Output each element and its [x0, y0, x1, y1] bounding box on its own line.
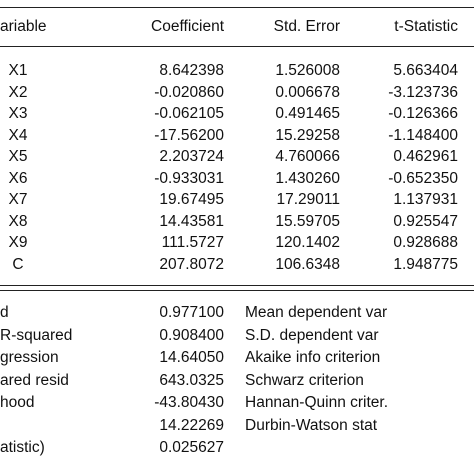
stat-label-right: Durbin-Watson stat	[245, 416, 378, 434]
std-error-value: 0.491465	[275, 105, 340, 122]
std-error-value: 120.1402	[275, 234, 340, 251]
stat-value: 0.908400	[159, 326, 224, 344]
stat-value: -43.80430	[154, 394, 224, 411]
stat-value: 0.977100	[159, 304, 224, 321]
t-statistic-value: 0.928688	[393, 234, 458, 251]
variable-name: X4	[8, 126, 28, 144]
t-statistic-value: -0.652350	[388, 169, 458, 187]
coefficient-value: 8.642398	[159, 62, 224, 79]
stat-label-right: Mean dependent var	[245, 304, 388, 321]
t-statistic-value: 5.663404	[393, 62, 458, 79]
t-statistic-value: 0.925547	[393, 212, 458, 230]
std-error-value: 1.430260	[275, 169, 340, 187]
stat-value: 0.025627	[159, 439, 224, 456]
header-variable: ariable	[0, 18, 47, 35]
coefficient-value: 2.203724	[159, 148, 224, 165]
stat-label: hood	[0, 394, 35, 411]
t-statistic-value: -1.148400	[388, 126, 458, 144]
std-error-value: 1.526008	[275, 62, 340, 79]
stat-value: 14.22269	[159, 416, 224, 434]
std-error-value: 17.29011	[276, 191, 341, 208]
variable-name: X7	[8, 191, 28, 208]
stat-label: gression	[0, 349, 59, 366]
header-t-statistic: t-Statistic	[394, 18, 458, 35]
coefficient-value: 207.8072	[159, 255, 224, 273]
stat-label: R-squared	[0, 326, 73, 344]
t-statistic-value: 1.137931	[393, 191, 458, 208]
variable-name: X1	[8, 62, 28, 79]
variable-name: X2	[8, 83, 28, 101]
stat-label-right: Hannan-Quinn criter.	[245, 394, 389, 411]
variable-name: X3	[8, 105, 28, 122]
coefficient-value: 111.5727	[161, 234, 224, 251]
header-coefficient: Coefficient	[151, 18, 224, 35]
stat-label-right: S.D. dependent var	[245, 326, 379, 344]
coefficient-value: -17.56200	[154, 126, 224, 144]
variable-name: C	[12, 255, 24, 273]
coefficient-value: -0.933031	[154, 169, 224, 187]
std-error-value: 15.29258	[275, 126, 340, 144]
header-std-error: Std. Error	[273, 18, 340, 35]
variable-name: X8	[8, 212, 28, 230]
stat-value: 14.64050	[159, 349, 224, 366]
coefficient-value: -0.020860	[154, 83, 224, 101]
section-rule-upper	[0, 285, 474, 286]
header-rule	[0, 46, 474, 47]
coefficient-value: 19.67495	[159, 191, 224, 208]
std-error-value: 106.6348	[275, 255, 340, 273]
variable-name: X5	[8, 148, 28, 165]
stat-label: ared resid	[0, 371, 69, 389]
coefficient-value: -0.062105	[154, 105, 224, 122]
stat-value: 643.0325	[159, 371, 224, 389]
t-statistic-value: 1.948775	[393, 255, 458, 273]
stat-label-right: Akaike info criterion	[245, 349, 381, 366]
std-error-value: 15.59705	[275, 212, 340, 230]
t-statistic-value: -0.126366	[388, 105, 458, 122]
top-rule	[0, 7, 474, 8]
std-error-value: 0.006678	[275, 83, 340, 101]
variable-name: X9	[8, 234, 28, 251]
stat-label-right: Schwarz criterion	[245, 371, 364, 389]
coefficient-value: 14.43581	[159, 212, 224, 230]
stat-label: atistic)	[0, 439, 45, 456]
stat-label: d	[0, 304, 9, 321]
t-statistic-value: -3.123736	[388, 83, 458, 101]
t-statistic-value: 0.462961	[393, 148, 458, 165]
std-error-value: 4.760066	[275, 148, 340, 165]
variable-name: X6	[8, 169, 28, 187]
section-rule-lower	[0, 290, 474, 291]
